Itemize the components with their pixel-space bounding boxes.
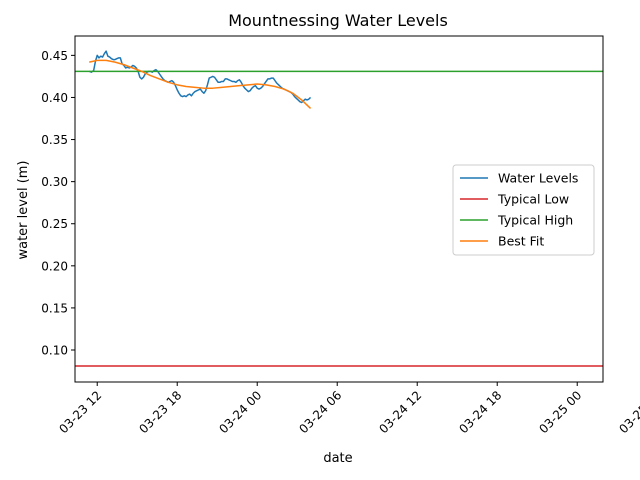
x-axis-label: date: [323, 451, 352, 466]
series-line-water-levels: [88, 50, 312, 104]
legend: Water Levels Typical Low Typical High Best …: [452, 164, 595, 256]
legend-label-best-fit: Best Fit: [498, 234, 544, 249]
legend-label-typical-high: Typical High: [497, 213, 573, 228]
y-tick-label: 0.15: [41, 301, 68, 315]
y-tick-label: 0.35: [41, 133, 68, 147]
series-line-best-fit: [89, 59, 312, 109]
legend-box: [452, 164, 595, 256]
axes-frame: [74, 35, 604, 383]
y-tick-label: 0.30: [41, 175, 68, 189]
chart-title: Mountnessing Water Levels: [228, 11, 448, 30]
y-tick-label: 0.45: [41, 49, 68, 63]
legend-label-typical-low: Typical Low: [497, 192, 569, 207]
y-tick-label: 0.25: [41, 217, 68, 231]
y-axis-label: water level (m): [16, 160, 31, 259]
y-tick-label: 0.20: [41, 259, 68, 273]
y-tick-label: 0.40: [41, 91, 68, 105]
y-tick-label: 0.10: [41, 344, 68, 358]
legend-label-water-levels: Water Levels: [498, 171, 578, 186]
